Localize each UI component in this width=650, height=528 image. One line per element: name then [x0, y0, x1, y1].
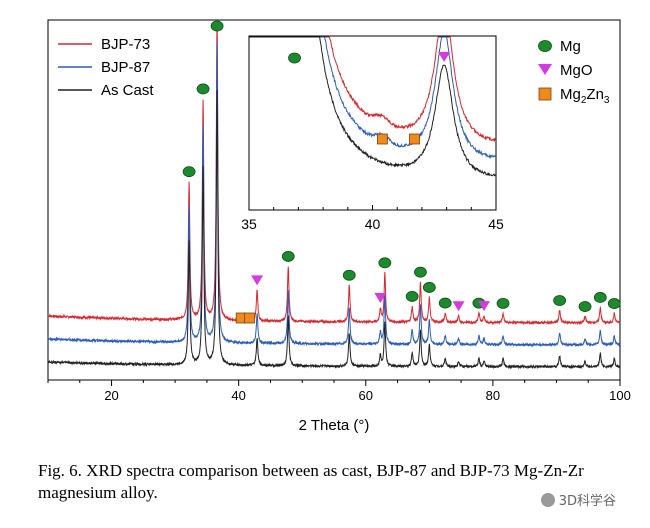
mg-marker: [578, 301, 592, 312]
legend-label-mg2zn3: Mg2Zn3: [560, 86, 610, 106]
watermark-text: 3D科学谷: [558, 494, 616, 509]
inset-frame: [248, 35, 497, 211]
x-axis-label: 2 Theta (°): [299, 417, 370, 434]
mg-marker: [182, 166, 196, 178]
x-tick-label: 20: [104, 388, 118, 403]
legend-label-mgo: MgO: [560, 62, 593, 79]
mg-marker: [438, 297, 452, 309]
mgo-marker: [438, 52, 451, 62]
mg-marker: [342, 269, 356, 281]
mg-marker: [414, 266, 427, 278]
x-tick-label: 80: [486, 388, 500, 403]
watermark-logo-icon: [540, 492, 555, 507]
mg-marker: [422, 282, 436, 293]
mg2zn3-marker: [376, 133, 388, 145]
x-tick-label: 40: [231, 388, 245, 403]
legend-label-bjp87: BJP-87: [101, 59, 150, 76]
xrd-figure: 20 40 60 80 100 2 Theta (°) BJP-73 BJP-87 As…: [47, 19, 631, 434]
series-legend: BJP-73 BJP-87 As Cast: [58, 36, 154, 99]
inset-x-tick-label: 40: [365, 216, 381, 232]
mg-marker: [496, 297, 510, 309]
mgo-marker: [251, 275, 264, 286]
trace-ascast: [47, 89, 620, 370]
inset-markers: [288, 52, 451, 145]
mg-marker: [378, 257, 392, 269]
mgo-marker: [374, 292, 387, 303]
x-axis: 20 40 60 80 100: [47, 380, 631, 403]
legend-label-ascast: As Cast: [101, 82, 154, 99]
mgo-marker: [477, 301, 490, 312]
inset-x-tick-label: 45: [488, 216, 504, 232]
phase-legend: Mg MgO Mg2Zn3: [538, 38, 610, 106]
figure-caption: Fig. 6. XRD spectra comparison between a…: [38, 461, 584, 502]
inset-traces: [249, 36, 496, 177]
legend-label-mg: Mg: [560, 38, 581, 55]
mg-marker: [210, 20, 224, 32]
mg-marker: [405, 291, 419, 302]
inset-trace-ascast: [249, 36, 496, 177]
watermark: 3D科学谷: [540, 490, 616, 509]
mg-marker: [607, 298, 621, 309]
trace-bjp87: [47, 41, 621, 348]
inset-x-tick-label: 35: [241, 216, 257, 232]
x-tick-label: 60: [359, 388, 373, 403]
mg-marker: [196, 83, 210, 95]
inset-x-axis: 35 40 45: [241, 205, 504, 232]
mg-marker: [553, 295, 567, 306]
x-tick-label: 100: [609, 388, 631, 403]
mgo-marker: [452, 301, 465, 312]
mg-marker: [593, 292, 607, 303]
mg-marker: [288, 52, 301, 64]
legend-label-bjp73: BJP-73: [101, 36, 150, 53]
mg2zn3-marker-icon: [538, 87, 552, 101]
mg-marker-icon: [538, 40, 552, 52]
main-traces: [47, 19, 621, 370]
trace-bjp73: [47, 19, 621, 326]
mg2zn3-marker: [409, 133, 420, 145]
main-markers: [182, 20, 621, 324]
mg-marker: [281, 251, 295, 262]
mgo-marker-icon: [538, 64, 552, 75]
mg2zn3-marker: [244, 312, 255, 324]
